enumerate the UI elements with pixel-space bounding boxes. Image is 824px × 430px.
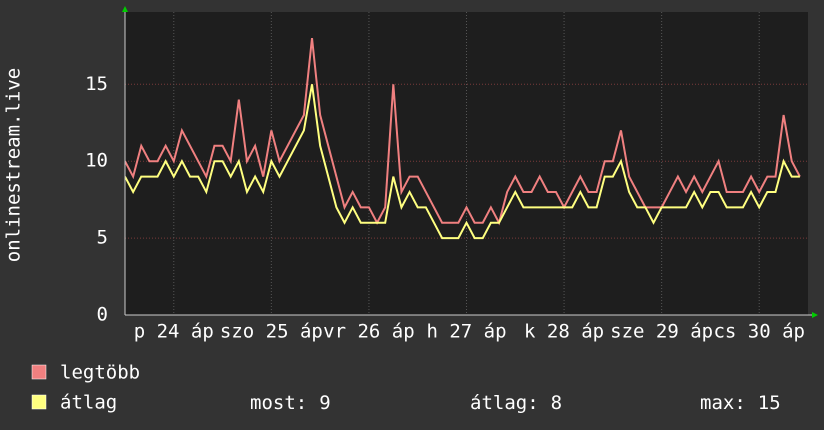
- x-tick-label: szo 25 áp: [220, 321, 323, 343]
- stat: max: 15: [700, 392, 781, 414]
- stat-value: 15: [758, 392, 781, 414]
- x-arrow: [812, 312, 818, 318]
- x-tick-label: sze 29 áp: [610, 321, 713, 343]
- y-tick-label: 5: [97, 227, 108, 249]
- y-tick-label: 0: [97, 304, 108, 326]
- stat: átlag: 8: [470, 392, 562, 414]
- x-tick-label: k 28 áp: [524, 321, 604, 343]
- stat: most: 9: [250, 392, 331, 414]
- stat-label: átlag:: [470, 392, 539, 414]
- y-tick-label: 15: [85, 73, 108, 95]
- labels: 0 5 10 15 p 24 áp szo 25 áp vr 26 áp h 27 áp k 2…: [85, 73, 805, 343]
- legend-label: átlag: [60, 392, 117, 414]
- stat-value: 8: [551, 392, 562, 414]
- legend-label: legtöbb: [60, 362, 140, 384]
- y-arrow: [122, 6, 128, 12]
- x-tick-label: cs 30 áp: [713, 321, 805, 343]
- x-tick-label: h 27 áp: [426, 321, 506, 343]
- series-line: [125, 84, 800, 240]
- stat-label: max:: [700, 392, 746, 414]
- x-tick-label: p 24 áp: [134, 321, 214, 343]
- y-tick-label: 10: [85, 150, 108, 172]
- stat-label: most:: [250, 392, 307, 414]
- grid: [125, 12, 808, 316]
- x-tick-label: vr 26 áp: [323, 321, 415, 343]
- series-line: [125, 38, 801, 226]
- legend-swatch: [31, 394, 47, 410]
- lines: [125, 38, 801, 240]
- stat-value: 9: [319, 392, 330, 414]
- y-axis-title: onlinestream.live: [3, 68, 25, 262]
- legend-swatch: [31, 364, 47, 380]
